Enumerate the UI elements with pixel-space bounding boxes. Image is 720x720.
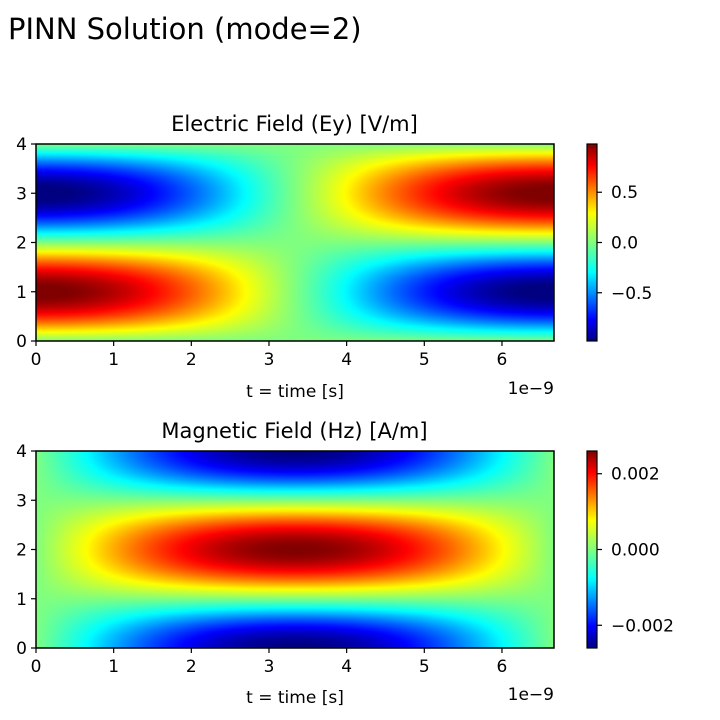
magnetic-field-colorbar-tick-label: −0.002: [611, 616, 674, 636]
electric-field-title: Electric Field (Ey) [V/m]: [171, 112, 418, 136]
magnetic-field-y-tick-label: 2: [16, 541, 27, 561]
magnetic-field-x-tick-label: 2: [186, 657, 197, 677]
electric-field-x-tick-label: 0: [31, 350, 42, 370]
electric-field-y-tick-label: 2: [16, 234, 27, 254]
electric-field-colorbar-tick-label: 0.0: [611, 234, 638, 254]
electric-field-y-tick-label: 0: [16, 332, 27, 352]
magnetic-field-x-tick-label: 4: [341, 657, 352, 677]
figure-suptitle: PINN Solution (mode=2): [8, 12, 362, 46]
electric-field-colorbar: [587, 144, 597, 341]
electric-field-heatmap: [36, 144, 554, 341]
magnetic-field-heatmap: [36, 451, 554, 648]
electric-field-x-offset: 1e−9: [508, 379, 554, 399]
electric-field-colorbar-tick-label: −0.5: [611, 284, 652, 304]
electric-field-x-tick-label: 2: [186, 350, 197, 370]
magnetic-field-x-tick-label: 0: [31, 657, 42, 677]
magnetic-field-y-tick-label: 4: [16, 442, 27, 462]
electric-field-x-tick-label: 1: [108, 350, 119, 370]
magnetic-field-y-tick-label: 0: [16, 639, 27, 659]
magnetic-field-colorbar-tick-label: 0.000: [611, 541, 660, 561]
electric-field-x-tick-label: 3: [264, 350, 275, 370]
electric-field-y-tick-label: 1: [16, 283, 27, 303]
electric-field-x-tick-label: 6: [497, 350, 508, 370]
electric-field-y-tick-label: 4: [16, 135, 27, 155]
magnetic-field-y-tick-label: 3: [16, 491, 27, 511]
magnetic-field-x-tick-label: 3: [264, 657, 275, 677]
electric-field-x-tick-label: 4: [341, 350, 352, 370]
magnetic-field-colorbar: [587, 451, 597, 648]
electric-field-xlabel: t = time [s]: [246, 382, 344, 402]
magnetic-field-x-tick-label: 1: [108, 657, 119, 677]
magnetic-field-colorbar-tick-label: 0.002: [611, 465, 660, 485]
magnetic-field-x-offset: 1e−9: [508, 685, 554, 705]
magnetic-field-xlabel: t = time [s]: [246, 688, 344, 708]
electric-field-x-tick-label: 5: [419, 350, 430, 370]
magnetic-field-y-tick-label: 1: [16, 590, 27, 610]
magnetic-field-x-tick-label: 5: [419, 657, 430, 677]
magnetic-field-title: Magnetic Field (Hz) [A/m]: [161, 419, 427, 443]
electric-field-colorbar-tick-label: 0.5: [611, 183, 638, 203]
magnetic-field-x-tick-label: 6: [497, 657, 508, 677]
electric-field-y-tick-label: 3: [16, 184, 27, 204]
